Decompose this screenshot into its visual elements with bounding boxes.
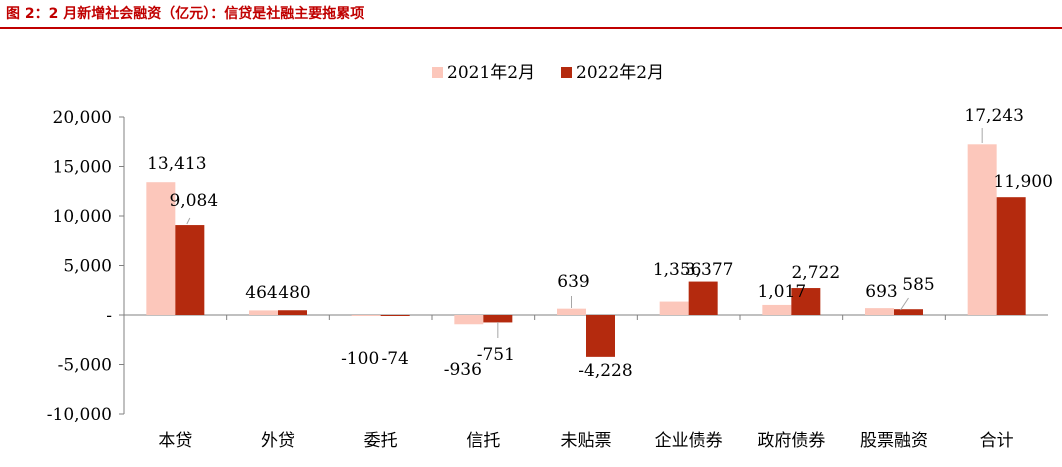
figure-title: 图 2：2 月新增社会融资（亿元）：信贷是社融主要拖累项 — [6, 6, 365, 22]
y-tick-label: -5,000 — [58, 356, 112, 376]
legend-swatch-2021 — [432, 67, 443, 78]
legend-label-2021: 2021年2月 — [447, 63, 535, 83]
bar-2021 — [865, 308, 894, 315]
data-label-2021: 13,413 — [147, 154, 206, 174]
data-label-2022: 480 — [278, 283, 310, 303]
y-tick-label: 5,000 — [63, 257, 112, 277]
data-label-2022: 9,084 — [169, 191, 218, 211]
x-category-label: 信托 — [466, 431, 500, 451]
x-category-label: 企业债券 — [655, 431, 723, 451]
bar-2022 — [996, 197, 1026, 315]
title-rule — [0, 27, 1062, 29]
bar-2022 — [278, 310, 307, 315]
bar-2021 — [249, 310, 278, 315]
data-label-2022: -751 — [477, 345, 515, 365]
bar-2022 — [791, 288, 821, 315]
data-label-2022: 585 — [902, 275, 934, 295]
legend-label-2022: 2022年2月 — [576, 63, 664, 83]
y-tick-label: - — [106, 306, 112, 326]
data-label-2021: 17,243 — [964, 106, 1023, 126]
x-category-label: 本贷 — [158, 431, 192, 451]
data-label-2021: -936 — [444, 360, 482, 380]
data-label-2022: 11,900 — [993, 172, 1052, 192]
x-category-label: 委托 — [364, 431, 398, 451]
x-category-label: 政府债券 — [757, 431, 825, 451]
y-tick-label: -10,000 — [47, 405, 112, 425]
data-label-2022: -4,228 — [578, 361, 632, 381]
bar-2021 — [351, 315, 381, 316]
bar-2022 — [175, 225, 205, 315]
x-category-label: 股票融资 — [860, 431, 928, 451]
bar-2022 — [380, 315, 410, 316]
bar-2022 — [894, 309, 923, 315]
data-label-2022: 3,377 — [685, 260, 734, 280]
label-leader-line — [186, 217, 191, 225]
x-category-label: 未贴票 — [561, 431, 612, 451]
bar-2021 — [967, 144, 997, 315]
bar-2022 — [688, 281, 718, 315]
x-category-label: 外贷 — [261, 431, 295, 451]
bar-2022 — [483, 315, 513, 323]
data-label-2021: 1,017 — [757, 282, 806, 302]
bar-2021 — [557, 308, 586, 315]
legend-swatch-2022 — [561, 67, 572, 78]
bar-2022 — [586, 315, 615, 357]
bar-2021 — [454, 315, 484, 325]
data-label-2022: -74 — [381, 349, 408, 369]
y-tick-label: 10,000 — [53, 207, 112, 227]
y-tick-label: 20,000 — [53, 108, 112, 128]
bar-2021 — [762, 304, 792, 315]
y-tick-label: 15,000 — [53, 158, 112, 178]
data-label-2021: 693 — [865, 282, 897, 302]
label-leader-line — [900, 297, 909, 311]
data-label-2021: 464 — [245, 283, 277, 303]
data-label-2021: -100 — [341, 349, 379, 369]
bar-2021 — [146, 182, 176, 315]
data-label-2022: 2,722 — [791, 263, 840, 283]
data-label-2021: 639 — [557, 272, 589, 292]
x-category-label: 合计 — [980, 431, 1014, 451]
bar-2021 — [659, 301, 689, 315]
data-label-2021: 1,356 — [653, 260, 702, 280]
